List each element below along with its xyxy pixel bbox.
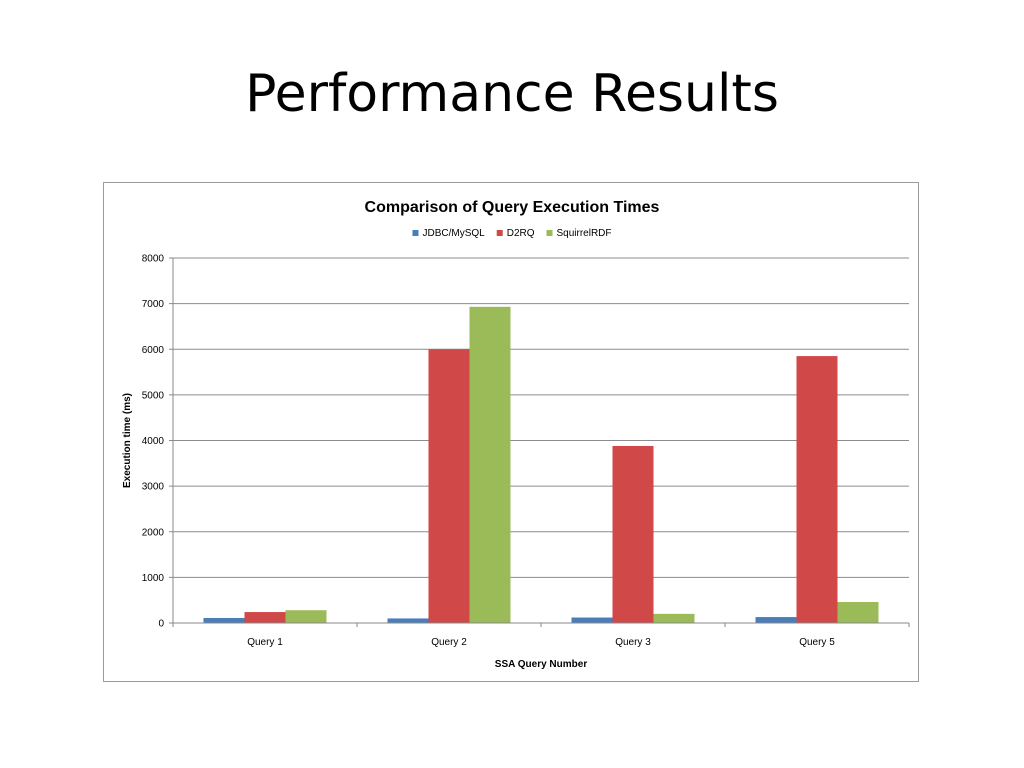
legend-swatch-jdbc-mysql [412, 230, 419, 236]
legend-label-d2rq: D2RQ [507, 228, 535, 239]
gridlines [173, 257, 909, 578]
x-tick-label: Query 5 [799, 637, 835, 648]
y-tick-label: 3000 [142, 482, 165, 493]
chart-container: Comparison of Query Execution Times JDBC… [103, 182, 919, 682]
bar-d2rq-query-2 [428, 349, 470, 623]
legend-label-squirrelrdf: SquirrelRDF [557, 228, 612, 239]
x-axis-title: SSA Query Number [495, 659, 588, 670]
bar-d2rq-query-3 [612, 445, 654, 623]
bar-squirrelrdf-query-1 [285, 610, 327, 623]
y-axis-title: Execution time (ms) [122, 393, 133, 488]
y-tick-label: 1000 [142, 573, 165, 584]
y-tick-label: 7000 [142, 299, 165, 310]
bar-squirrelrdf-query-5 [837, 602, 879, 623]
bar-squirrelrdf-query-3 [653, 613, 695, 623]
chart-title: Comparison of Query Execution Times [365, 199, 660, 216]
legend-swatch-squirrelrdf [546, 230, 553, 236]
bar-d2rq-query-5 [796, 356, 838, 623]
y-tick-label: 2000 [142, 527, 165, 538]
bar-jdbc-mysql-query-1 [203, 617, 245, 623]
legend: JDBC/MySQL D2RQ SquirrelRDF [412, 228, 612, 239]
slide-title: Performance Results [245, 64, 779, 124]
bar-jdbc-mysql-query-2 [387, 618, 429, 623]
bars [203, 306, 879, 623]
y-tick-label: 6000 [142, 345, 165, 356]
bar-squirrelrdf-query-2 [469, 306, 511, 623]
bar-jdbc-mysql-query-3 [571, 617, 613, 623]
legend-swatch-d2rq [496, 230, 503, 236]
x-axis-ticks: Query 1 Query 2 Query 3 Query 5 [172, 623, 910, 648]
bar-chart: Comparison of Query Execution Times JDBC… [122, 199, 910, 670]
y-tick-label: 5000 [142, 390, 165, 401]
x-tick-label: Query 3 [615, 637, 651, 648]
y-tick-label: 4000 [142, 436, 165, 447]
y-tick-label: 8000 [142, 254, 165, 265]
bar-d2rq-query-1 [244, 612, 286, 623]
x-tick-label: Query 1 [247, 637, 283, 648]
y-axis-ticks: 0 1000 2000 3000 4000 5000 6000 7000 8000 [142, 254, 173, 630]
y-tick-label: 0 [158, 619, 164, 630]
x-tick-label: Query 2 [431, 637, 467, 648]
legend-label-jdbc-mysql: JDBC/MySQL [422, 228, 485, 239]
bar-jdbc-mysql-query-5 [755, 617, 797, 623]
